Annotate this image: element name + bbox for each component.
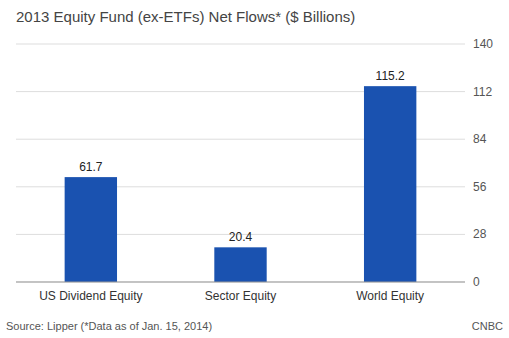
grid-line: [16, 282, 465, 283]
footnote: Source: Lipper (*Data as of Jan. 15, 201…: [6, 320, 212, 332]
chart-container: 2013 Equity Fund (ex-ETFs) Net Flows* ($…: [0, 0, 509, 338]
x-tick-label: World Equity: [356, 289, 424, 303]
y-tick-label: 56: [473, 180, 487, 194]
bars: [65, 86, 417, 282]
y-tick-label: 28: [473, 227, 487, 241]
data-label: 61.7: [79, 160, 103, 174]
bar: [65, 177, 117, 282]
data-label: 115.2: [376, 69, 405, 83]
x-tick-label: US Dividend Equity: [39, 289, 142, 303]
grid-line: [16, 44, 465, 45]
y-tick-label: 84: [473, 132, 487, 146]
x-tick-label: Sector Equity: [205, 289, 276, 303]
data-label: 20.4: [229, 230, 253, 244]
y-tick-label: 112: [473, 85, 492, 99]
chart-title: 2013 Equity Fund (ex-ETFs) Net Flows* ($…: [16, 8, 355, 25]
y-tick-label: 0: [473, 275, 480, 289]
chart-svg: 2013 Equity Fund (ex-ETFs) Net Flows* ($…: [0, 0, 509, 338]
x-axis-line: [16, 282, 465, 283]
grid: [16, 44, 465, 282]
bar: [214, 247, 266, 282]
bar: [364, 86, 416, 282]
footnote: CNBC: [472, 320, 503, 332]
y-tick-label: 140: [473, 37, 493, 51]
